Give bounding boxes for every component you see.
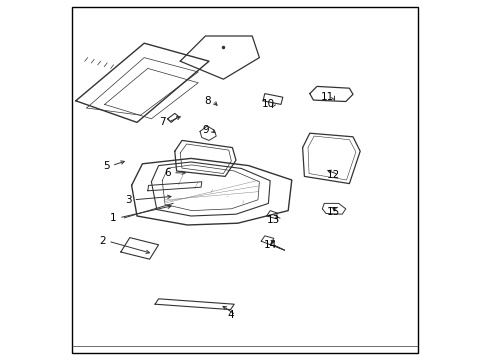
Text: 9: 9	[202, 125, 209, 135]
Text: 8: 8	[204, 96, 211, 106]
Text: 3: 3	[124, 195, 131, 205]
Text: 11: 11	[321, 92, 335, 102]
Text: 13: 13	[267, 215, 280, 225]
Text: 12: 12	[326, 170, 340, 180]
Text: 14: 14	[264, 240, 277, 250]
Text: 1: 1	[110, 213, 117, 223]
Text: 6: 6	[164, 168, 171, 178]
Text: 5: 5	[103, 161, 110, 171]
Text: 15: 15	[326, 207, 340, 217]
Text: 7: 7	[159, 117, 166, 127]
Text: 2: 2	[99, 236, 106, 246]
Text: 10: 10	[262, 99, 275, 109]
Text: 4: 4	[227, 310, 234, 320]
